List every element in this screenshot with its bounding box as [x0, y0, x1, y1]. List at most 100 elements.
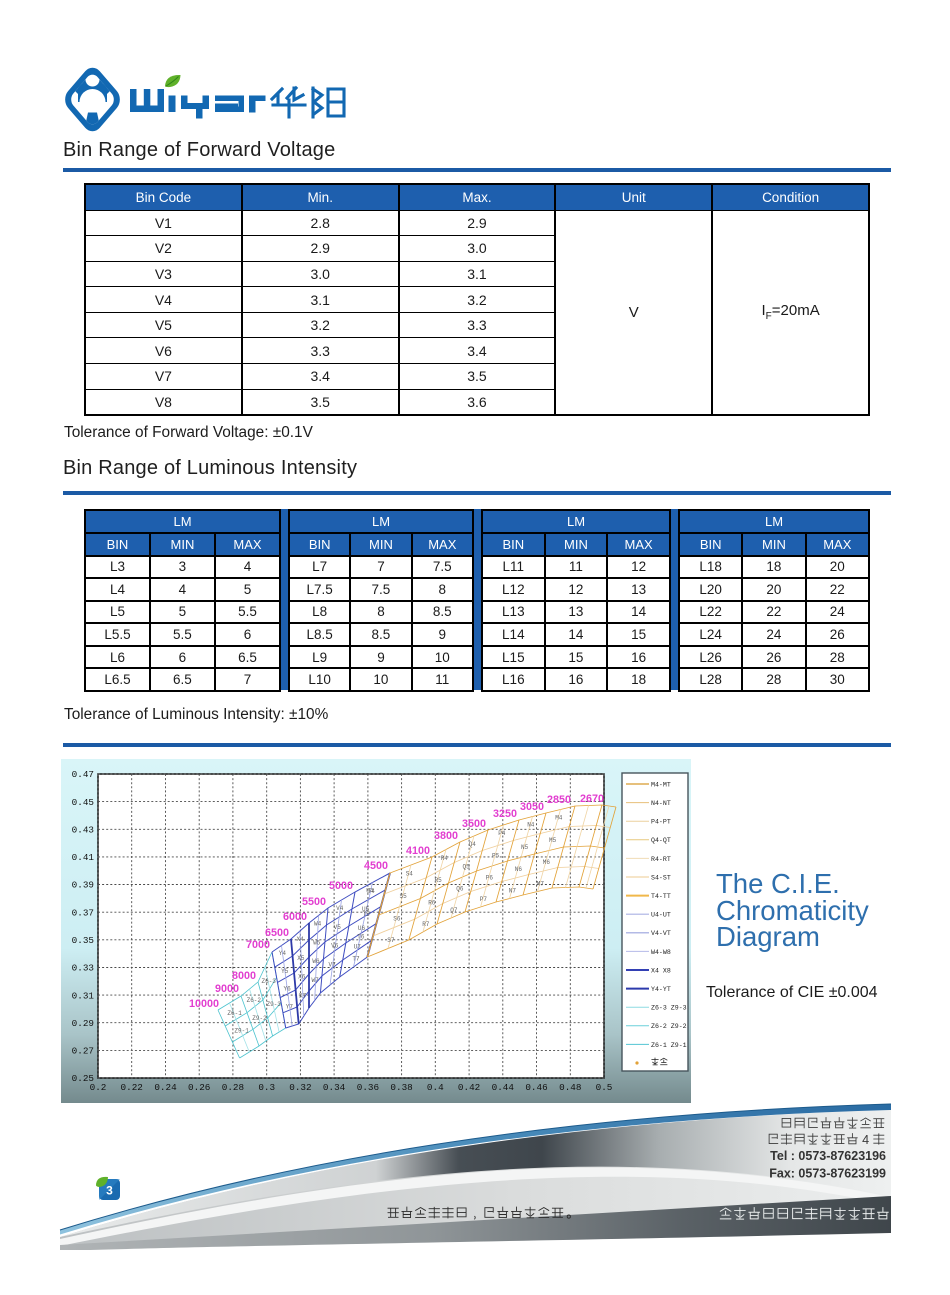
svg-text:7000: 7000	[246, 939, 270, 951]
svg-text:V4-VT: V4-VT	[651, 930, 671, 937]
svg-text:0.48: 0.48	[559, 1082, 581, 1093]
svg-text:0.47: 0.47	[72, 769, 94, 780]
svg-text:0.44: 0.44	[492, 1082, 515, 1093]
svg-text:Z9-3: Z9-3	[267, 1001, 282, 1008]
svg-text:T4: T4	[368, 888, 376, 895]
svg-text:Z6-1 Z9-1: Z6-1 Z9-1	[651, 1042, 687, 1049]
svg-text:0.4: 0.4	[427, 1082, 444, 1093]
svg-text:W7: W7	[312, 977, 320, 984]
svg-text:3050: 3050	[520, 801, 544, 813]
svg-text:0.37: 0.37	[72, 907, 94, 918]
svg-text:T5: T5	[363, 911, 371, 918]
svg-text:4: 4	[862, 1133, 869, 1147]
svg-text:X6: X6	[298, 974, 306, 981]
svg-text:P7: P7	[480, 896, 488, 903]
svg-text:S4-ST: S4-ST	[651, 874, 671, 881]
svg-text:0.27: 0.27	[72, 1046, 94, 1057]
svg-text:V7: V7	[329, 961, 337, 968]
svg-text:10000: 10000	[189, 998, 219, 1010]
svg-text:0.43: 0.43	[72, 825, 94, 836]
svg-text:Q4-QT: Q4-QT	[651, 837, 671, 844]
svg-text:P4: P4	[498, 830, 506, 837]
svg-text:0.33: 0.33	[72, 963, 94, 974]
svg-text:M4: M4	[555, 815, 563, 822]
svg-text:0.28: 0.28	[222, 1082, 244, 1093]
svg-text:Z6-3: Z6-3	[262, 978, 277, 985]
svg-text:P6: P6	[486, 875, 494, 882]
svg-text:Y5: Y5	[281, 968, 289, 975]
svg-text:X4 X8: X4 X8	[651, 967, 671, 974]
svg-text:S6: S6	[393, 915, 401, 922]
svg-text:U7: U7	[354, 943, 362, 950]
svg-text:0.26: 0.26	[188, 1082, 210, 1093]
svg-text:M5: M5	[549, 837, 557, 844]
svg-text:0.39: 0.39	[72, 880, 94, 891]
svg-text:0.5: 0.5	[596, 1082, 613, 1093]
svg-text:M4-MT: M4-MT	[651, 781, 671, 788]
svg-text:0.32: 0.32	[289, 1082, 311, 1093]
svg-text:R5: R5	[435, 877, 443, 884]
svg-text:R6: R6	[428, 899, 436, 906]
svg-text:0.31: 0.31	[72, 990, 95, 1001]
svg-text:R4: R4	[441, 855, 449, 862]
svg-text:R4-RT: R4-RT	[651, 856, 671, 863]
svg-text:S4: S4	[406, 870, 414, 877]
svg-text:9000: 9000	[215, 983, 239, 995]
svg-text:P4-PT: P4-PT	[651, 819, 671, 826]
svg-text:3250: 3250	[493, 808, 517, 820]
svg-text:T7: T7	[352, 956, 360, 963]
svg-text:Y6: Y6	[284, 986, 292, 993]
svg-text:0.38: 0.38	[390, 1082, 412, 1093]
svg-text:V6: V6	[331, 943, 339, 950]
svg-text:S7: S7	[387, 937, 395, 944]
svg-text:P5: P5	[492, 852, 500, 859]
svg-text:R7: R7	[422, 921, 430, 928]
svg-text:5000: 5000	[329, 880, 353, 892]
svg-text:0.36: 0.36	[357, 1082, 379, 1093]
svg-text:T4-TT: T4-TT	[651, 893, 671, 900]
svg-text:0.34: 0.34	[323, 1082, 346, 1093]
svg-text:5500: 5500	[302, 896, 326, 908]
svg-text:W4: W4	[314, 921, 322, 928]
svg-text:4100: 4100	[406, 845, 430, 857]
svg-text:Q6: Q6	[456, 886, 464, 893]
svg-text:W6: W6	[312, 958, 320, 965]
svg-text:3: 3	[106, 1184, 113, 1198]
svg-text:0.41: 0.41	[72, 852, 95, 863]
svg-text:Z6-2: Z6-2	[247, 997, 262, 1004]
svg-text:V5: V5	[334, 924, 342, 931]
svg-text:2670: 2670	[580, 793, 604, 805]
svg-text:S5: S5	[400, 893, 408, 900]
svg-text:U4-UT: U4-UT	[651, 912, 671, 919]
svg-text:N4: N4	[527, 822, 535, 829]
svg-text:N4-NT: N4-NT	[651, 800, 671, 807]
svg-text:T6: T6	[357, 934, 365, 941]
svg-text:6500: 6500	[265, 927, 289, 939]
svg-text:0.42: 0.42	[458, 1082, 480, 1093]
svg-text:M6: M6	[543, 859, 551, 866]
svg-text:X5: X5	[297, 955, 305, 962]
svg-text:0.3: 0.3	[258, 1082, 275, 1093]
svg-text:3500: 3500	[462, 818, 486, 830]
svg-text:Z9-1: Z9-1	[234, 1027, 249, 1034]
svg-text:Fax: 0573-87623199: Fax: 0573-87623199	[769, 1167, 886, 1181]
svg-text:8000: 8000	[232, 970, 256, 982]
svg-text:Y7: Y7	[286, 1003, 294, 1010]
svg-text:6000: 6000	[283, 911, 307, 923]
svg-text:0.45: 0.45	[72, 797, 94, 808]
svg-text:U5: U5	[362, 906, 370, 913]
svg-text:Y4-YT: Y4-YT	[651, 986, 671, 993]
svg-text:V4: V4	[336, 905, 344, 912]
svg-text:0.22: 0.22	[121, 1082, 143, 1093]
svg-text:Z6-3 Z9-3: Z6-3 Z9-3	[651, 1005, 687, 1012]
svg-text:Q4: Q4	[469, 841, 477, 848]
svg-text:Q7: Q7	[450, 907, 458, 914]
svg-text:Z9-2: Z9-2	[252, 1015, 267, 1022]
svg-text:3800: 3800	[434, 830, 458, 842]
svg-text:N7: N7	[509, 887, 517, 894]
svg-text:Q5: Q5	[463, 863, 471, 870]
svg-text:0.2: 0.2	[90, 1082, 107, 1093]
svg-text:2850: 2850	[547, 794, 571, 806]
svg-text:0.46: 0.46	[525, 1082, 547, 1093]
svg-text:W5: W5	[313, 939, 321, 946]
